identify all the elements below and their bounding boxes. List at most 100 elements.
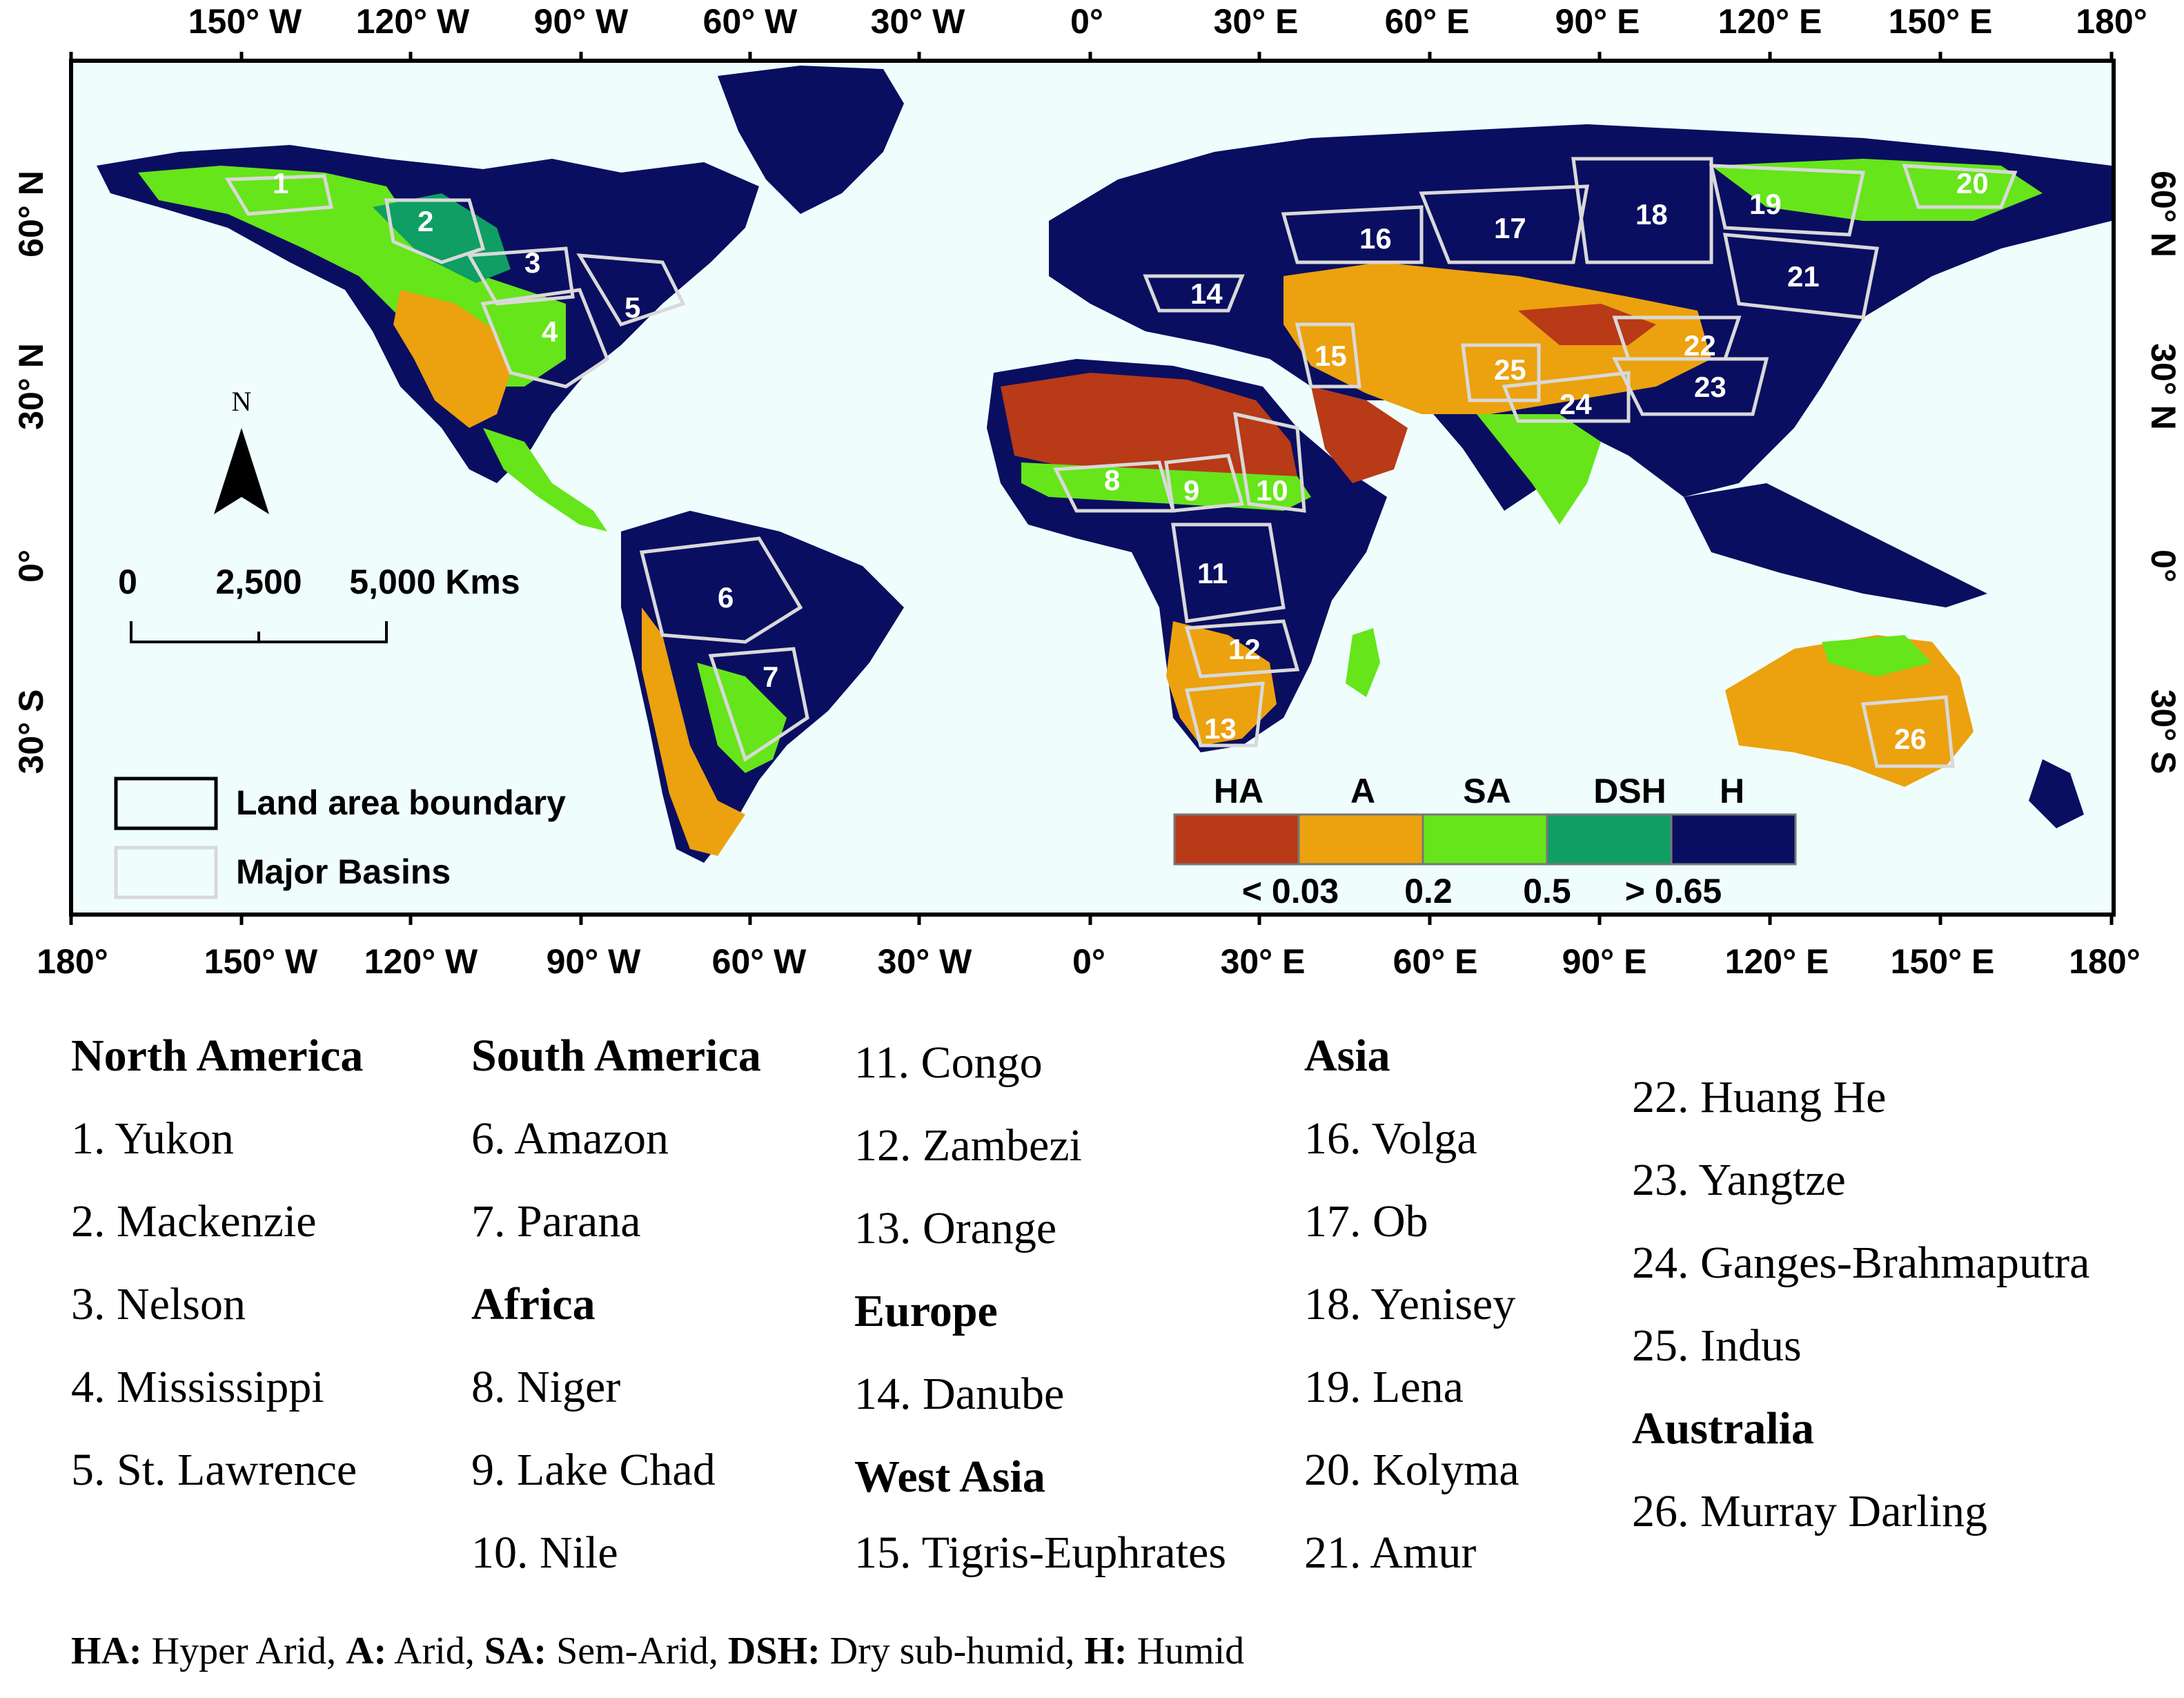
latitude-label: 60° N xyxy=(2144,170,2183,257)
longitude-label: 150° E xyxy=(1891,942,1995,981)
region-heading: Europe xyxy=(854,1286,998,1336)
longitude-label: 30° E xyxy=(1214,2,1299,41)
basin-outline xyxy=(1232,411,1306,513)
bottom-longitude-axis: 180° 150° W 120° W 90° W 60° W 30° W 0° … xyxy=(37,942,2140,981)
basin-list-item: 22. Huang He xyxy=(1632,1072,1887,1122)
basin-list-item: 13. Orange xyxy=(854,1203,1057,1253)
longitude-label: 150° E xyxy=(1889,2,1993,41)
basin-list: North America 1. Yukon 2. Mackenzie 3. Nels… xyxy=(0,1001,2184,1698)
basin-number: 7 xyxy=(763,661,778,693)
region-heading: South America xyxy=(471,1031,761,1081)
basin-list-item: 20. Kolyma xyxy=(1304,1445,1519,1495)
scale-bar: 0 2,500 5,000 Kms xyxy=(118,563,520,643)
basin-list-item: 6. Amazon xyxy=(471,1113,669,1164)
aridity-threshold-label: 0.2 xyxy=(1404,872,1453,910)
latitude-label: 30° N xyxy=(12,343,50,430)
basin-number: 3 xyxy=(524,246,540,279)
longitude-label: 60° E xyxy=(1393,942,1478,981)
basin-outline xyxy=(384,198,486,264)
basin-list-item: 24. Ganges-Brahmaputra xyxy=(1632,1238,2090,1288)
left-latitude-axis: 60° N 30° N 0° 30° S xyxy=(12,170,50,774)
basin-number: 2 xyxy=(417,205,433,237)
basin-list-item: 1. Yukon xyxy=(71,1113,234,1164)
basin-list-item: 16. Volga xyxy=(1304,1113,1477,1164)
land-madagascar xyxy=(1346,628,1380,697)
basin-list-item: 12. Zambezi xyxy=(854,1120,1082,1171)
latitude-label: 30° S xyxy=(12,690,50,774)
land-greenland xyxy=(718,66,904,214)
longitude-label: 180° xyxy=(37,942,108,981)
top-longitude-axis: 150° W 120° W 90° W 60° W 30° W 0° 30° E… xyxy=(188,2,2147,41)
basin-number: 9 xyxy=(1183,474,1199,507)
basin-outline xyxy=(1571,157,1713,264)
basin-outline xyxy=(1611,357,1769,416)
land-australia xyxy=(1725,635,1974,787)
land-se-asia xyxy=(1684,483,1987,607)
aridity-threshold-label: < 0.03 xyxy=(1242,872,1339,910)
aridity-swatch-h xyxy=(1670,813,1797,866)
basin-outline xyxy=(1164,453,1245,513)
basin-list-item: 18. Yenisey xyxy=(1304,1279,1516,1329)
longitude-label: 120° W xyxy=(356,2,470,41)
basin-number: 21 xyxy=(1787,260,1820,293)
north-arrow-label: N xyxy=(232,386,252,417)
region-heading: West Asia xyxy=(854,1452,1045,1502)
basin-number: 12 xyxy=(1228,633,1261,665)
longitude-label: 60° W xyxy=(703,2,798,41)
basin-list-item: 15. Tigris-Euphrates xyxy=(854,1528,1227,1578)
longitude-label: 30° W xyxy=(871,2,966,41)
basin-number: 16 xyxy=(1359,222,1392,255)
basin-outline xyxy=(708,647,809,762)
major-basins-swatch xyxy=(114,846,218,899)
land-central-america xyxy=(483,428,607,531)
longitude-label: 60° E xyxy=(1385,2,1470,41)
land-india xyxy=(1477,414,1601,525)
scale-bar-label: 2,500 xyxy=(215,563,302,601)
longitude-label: 150° W xyxy=(188,2,302,41)
land-boundary-swatch xyxy=(114,777,218,830)
basin-number: 1 xyxy=(273,167,288,199)
aridity-swatch-a xyxy=(1297,813,1424,866)
basin-list-item: 19. Lena xyxy=(1304,1362,1464,1412)
basin-number: 24 xyxy=(1560,388,1592,420)
basin-outline xyxy=(1143,274,1245,313)
footnote-abbreviation: A: xyxy=(346,1630,387,1672)
basin-outline xyxy=(1502,371,1631,423)
longitude-label: 120° W xyxy=(364,942,478,981)
major-basins-label: Major Basins xyxy=(236,852,451,891)
north-arrow: N xyxy=(214,386,269,514)
basin-number: 22 xyxy=(1684,329,1716,362)
aridity-swatch-sa xyxy=(1421,813,1548,866)
region-heading: Asia xyxy=(1304,1031,1390,1081)
basin-number: 25 xyxy=(1494,353,1526,386)
region-heading: Africa xyxy=(471,1279,596,1329)
basin-outline xyxy=(639,536,803,644)
land-na-dsh xyxy=(373,193,511,283)
basin-outline xyxy=(1419,184,1590,264)
region-heading: North America xyxy=(71,1031,364,1081)
basin-outline xyxy=(1171,523,1286,623)
aridity-threshold-label: 0.5 xyxy=(1523,872,1571,910)
land-sa-arid xyxy=(642,607,745,856)
longitude-label: 90° E xyxy=(1555,2,1640,41)
land-boundary-label: Land area boundary xyxy=(236,783,566,822)
basin-number: 17 xyxy=(1494,212,1526,244)
longitude-label: 30° W xyxy=(878,942,973,981)
scale-bar-line xyxy=(130,621,388,643)
latitude-label: 0° xyxy=(12,549,50,583)
footnote-abbreviation: H: xyxy=(1084,1630,1128,1672)
basin-list-item: 8. Niger xyxy=(471,1362,621,1412)
longitude-ticks xyxy=(69,52,2114,925)
basin-number: 15 xyxy=(1315,340,1347,372)
footnote-definition: Arid, xyxy=(386,1630,484,1672)
basin-number: 23 xyxy=(1694,371,1726,403)
footnote-abbreviation: DSH: xyxy=(727,1630,820,1672)
basin-list-item: 9. Lake Chad xyxy=(471,1445,716,1495)
footnote-abbreviation: SA: xyxy=(484,1630,547,1672)
region-heading: Australia xyxy=(1632,1403,1814,1454)
longitude-label: 0° xyxy=(1070,2,1103,41)
aridity-index-legend: HA A SA DSH H < 0.03 0.2 0.5 > 0.65 xyxy=(1173,772,1797,910)
basin-list-item: 26. Murray Darling xyxy=(1632,1486,1988,1536)
basin-outline xyxy=(576,253,686,327)
basin-outline xyxy=(1295,322,1361,389)
